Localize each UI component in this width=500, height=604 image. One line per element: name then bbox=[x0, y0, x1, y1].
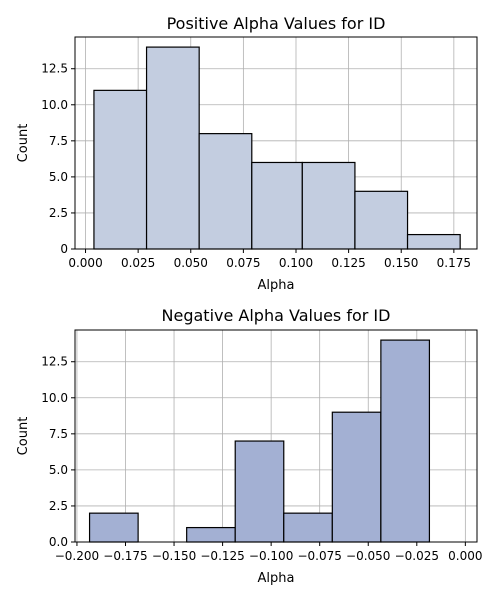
histogram-bar bbox=[380, 339, 431, 543]
histogram-bar bbox=[234, 440, 285, 543]
positive-alpha-histogram: Positive Alpha Values for ID Alpha Count… bbox=[16, 14, 478, 293]
x-tick-label: −0.100 bbox=[249, 549, 293, 563]
x-axis-label: Alpha bbox=[258, 571, 295, 586]
y-tick-label: 12.5 bbox=[41, 355, 68, 369]
histogram-bar bbox=[88, 512, 139, 543]
x-tick-label: 0.050 bbox=[174, 256, 208, 270]
y-tick-label: 2.5 bbox=[49, 499, 68, 513]
histogram-bar bbox=[354, 190, 409, 250]
histogram-bar bbox=[301, 161, 356, 250]
histogram-bar bbox=[283, 512, 333, 543]
axes-frame bbox=[74, 36, 478, 250]
y-axis-label: Count bbox=[16, 124, 31, 163]
y-tick-label: 12.5 bbox=[41, 62, 68, 76]
histogram-bar bbox=[198, 133, 253, 250]
histogram-bar bbox=[331, 411, 382, 543]
x-tick-label: −0.050 bbox=[346, 549, 390, 563]
y-tick-label: 5.0 bbox=[49, 463, 68, 477]
x-tick-label: 0.075 bbox=[226, 256, 260, 270]
bars bbox=[88, 339, 431, 543]
y-tick-label: 0 bbox=[60, 242, 68, 256]
y-tick-label: 10.0 bbox=[41, 98, 68, 112]
x-tick-label: −0.125 bbox=[200, 549, 244, 563]
y-tick-label: 5.0 bbox=[49, 170, 68, 184]
axes-frame bbox=[74, 329, 478, 543]
x-ticks: 0.000 0.025 0.050 0.075 0.100 0.125 0.150 0.175 bbox=[68, 249, 471, 270]
x-tick-label: −0.175 bbox=[103, 549, 147, 563]
y-tick-label: 0.0 bbox=[49, 535, 68, 549]
x-tick-label: −0.150 bbox=[152, 549, 196, 563]
x-tick-label: 0.150 bbox=[384, 256, 418, 270]
histogram-bar bbox=[186, 526, 236, 543]
x-tick-label: 0.175 bbox=[437, 256, 471, 270]
y-ticks: 0 2.5 5.0 7.5 10.0 12.5 bbox=[41, 62, 75, 256]
chart-title: Positive Alpha Values for ID bbox=[167, 14, 386, 33]
histogram-bar bbox=[93, 89, 148, 250]
x-tick-label: −0.025 bbox=[395, 549, 439, 563]
negative-alpha-histogram: Negative Alpha Values for ID Alpha Count… bbox=[16, 306, 483, 586]
histogram-bar bbox=[406, 233, 461, 250]
x-tick-label: 0.125 bbox=[331, 256, 365, 270]
bars bbox=[93, 46, 461, 250]
y-ticks: 0.0 2.5 5.0 7.5 10.0 12.5 bbox=[41, 355, 75, 549]
x-tick-label: −0.200 bbox=[55, 549, 99, 563]
x-tick-label: 0.000 bbox=[448, 549, 482, 563]
chart-title: Negative Alpha Values for ID bbox=[162, 306, 391, 325]
histogram-bar bbox=[145, 46, 200, 250]
x-tick-label: 0.000 bbox=[68, 256, 102, 270]
x-tick-label: −0.075 bbox=[297, 549, 341, 563]
y-tick-label: 2.5 bbox=[49, 206, 68, 220]
x-tick-label: 0.100 bbox=[279, 256, 313, 270]
x-axis-label: Alpha bbox=[258, 278, 295, 293]
x-ticks: −0.200 −0.175 −0.150 −0.125 −0.100 −0.075 −0.0… bbox=[55, 542, 483, 563]
y-axis-label: Count bbox=[16, 417, 31, 456]
histogram-bar bbox=[251, 161, 303, 250]
x-tick-label: 0.025 bbox=[121, 256, 155, 270]
y-tick-label: 10.0 bbox=[41, 391, 68, 405]
y-tick-label: 7.5 bbox=[49, 427, 68, 441]
y-tick-label: 7.5 bbox=[49, 134, 68, 148]
